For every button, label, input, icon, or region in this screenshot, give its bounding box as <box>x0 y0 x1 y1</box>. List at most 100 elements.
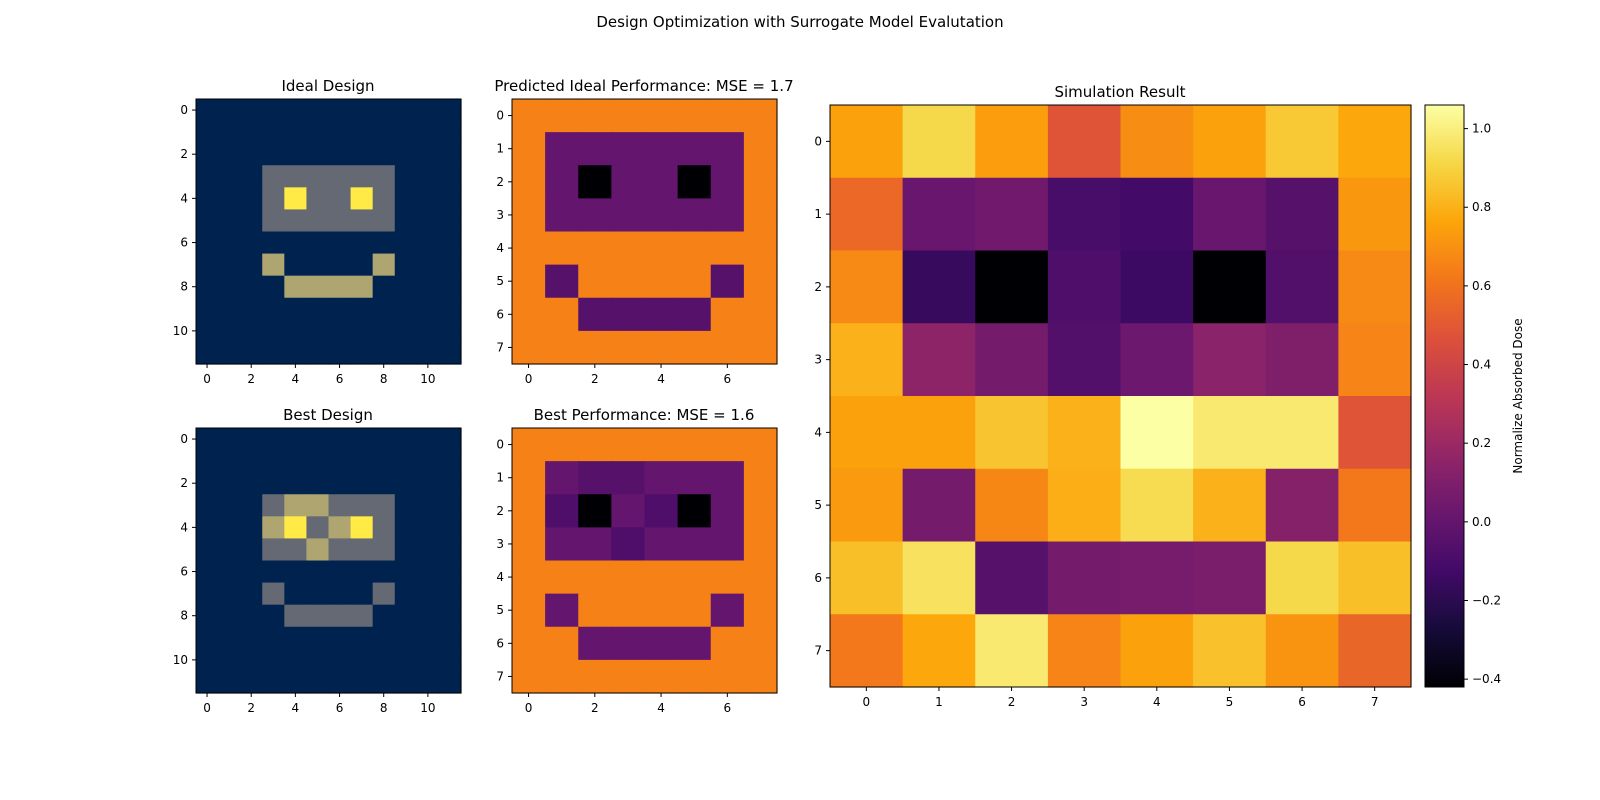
heatmap-cell <box>284 494 308 517</box>
heatmap-cell <box>262 472 285 495</box>
heatmap-cell <box>240 209 263 233</box>
heatmap-cell <box>262 209 285 233</box>
heatmap-cell <box>284 604 308 628</box>
heatmap-cell <box>218 341 241 365</box>
heatmap-cell <box>196 319 219 343</box>
y-tick-label: 3 <box>496 208 504 222</box>
heatmap-cell <box>416 143 440 166</box>
heatmap-cell <box>306 209 330 233</box>
heatmap-cell <box>284 450 308 473</box>
heatmap-cell <box>328 472 352 495</box>
heatmap-cell <box>512 99 546 133</box>
heatmap-cell <box>578 165 612 199</box>
heatmap-cell <box>372 99 396 122</box>
heatmap-cell <box>328 516 352 540</box>
heatmap-cell <box>578 264 612 299</box>
best-performance-title: Best Performance: MSE = 1.6 <box>534 406 755 424</box>
heatmap-cell <box>218 297 241 321</box>
y-tick-label: 5 <box>496 274 504 288</box>
heatmap-cell <box>743 494 778 528</box>
heatmap-cell <box>372 648 396 672</box>
heatmap-cell <box>306 297 330 321</box>
heatmap-cell <box>416 209 440 233</box>
best-performance-frame <box>511 427 778 694</box>
heatmap-cell <box>1338 541 1412 615</box>
heatmap-cell <box>284 275 308 299</box>
heatmap-cell <box>438 99 462 122</box>
heatmap-cell <box>438 428 462 451</box>
x-tick-label: 2 <box>247 701 255 715</box>
heatmap-cell <box>1338 105 1412 179</box>
y-tick-label: 6 <box>180 236 188 250</box>
heatmap-cell <box>262 143 285 166</box>
heatmap-cell <box>438 231 462 255</box>
heatmap-cell <box>196 494 219 517</box>
heatmap-cell <box>394 604 418 628</box>
heatmap-cell <box>262 297 285 321</box>
heatmap-cell <box>677 593 712 628</box>
heatmap-cell <box>578 659 612 694</box>
heatmap-cell <box>240 275 263 299</box>
heatmap-cell <box>644 99 679 133</box>
heatmap-cell <box>677 428 712 462</box>
heatmap-cell <box>328 670 352 694</box>
heatmap-cell <box>328 253 352 277</box>
colorbar-tick-label: 0.6 <box>1472 279 1491 293</box>
heatmap-cell <box>1047 614 1122 688</box>
heatmap-cell <box>545 494 579 528</box>
heatmap-cell <box>394 275 418 299</box>
y-tick-label: 1 <box>496 471 504 485</box>
heatmap-cell <box>975 323 1049 397</box>
heatmap-cell <box>1193 541 1267 615</box>
x-tick-label: 6 <box>336 372 344 386</box>
heatmap-cell <box>394 99 418 122</box>
x-tick-label: 0 <box>525 372 533 386</box>
heatmap-cell <box>262 99 285 122</box>
heatmap-cell <box>743 330 778 365</box>
y-tick-label: 6 <box>496 636 504 650</box>
y-tick-label: 10 <box>173 653 188 667</box>
heatmap-cell <box>902 250 976 324</box>
heatmap-cell <box>830 105 904 179</box>
heatmap-cell <box>218 143 241 166</box>
heatmap-cell <box>902 396 976 470</box>
heatmap-cell <box>1120 614 1194 688</box>
y-tick-label: 8 <box>180 609 188 623</box>
heatmap-cell <box>512 264 546 299</box>
heatmap-cell <box>830 177 904 252</box>
heatmap-cell <box>372 231 396 255</box>
heatmap-cell <box>578 297 612 332</box>
heatmap-cell <box>1193 177 1267 252</box>
heatmap-cell <box>350 341 374 365</box>
heatmap-cell <box>975 541 1049 615</box>
heatmap-cell <box>438 494 462 517</box>
heatmap-cell <box>710 527 745 562</box>
heatmap-cell <box>578 461 612 495</box>
heatmap-cell <box>306 450 330 473</box>
heatmap-cell <box>710 264 745 299</box>
heatmap-cell <box>218 494 241 517</box>
heatmap-cell <box>284 165 308 188</box>
heatmap-cell <box>306 494 330 517</box>
heatmap-cell <box>1120 396 1194 470</box>
heatmap-cell <box>350 648 374 672</box>
heatmap-cell <box>328 231 352 255</box>
heatmap-cell <box>394 297 418 321</box>
colorbar-tick-label: −0.4 <box>1472 672 1501 686</box>
heatmap-cell <box>328 275 352 299</box>
heatmap-cell <box>262 428 285 451</box>
heatmap-cell <box>512 297 546 332</box>
heatmap-cell <box>416 516 440 540</box>
heatmap-cell <box>1193 323 1267 397</box>
heatmap-cell <box>218 165 241 188</box>
heatmap-cell <box>1338 468 1412 543</box>
heatmap-cell <box>196 538 219 562</box>
heatmap-cell <box>306 538 330 562</box>
x-tick-label: 6 <box>723 701 731 715</box>
heatmap-cell <box>394 121 418 144</box>
heatmap-cell <box>438 516 462 540</box>
heatmap-cell <box>350 231 374 255</box>
heatmap-cell <box>438 604 462 628</box>
heatmap-cell <box>240 121 263 144</box>
